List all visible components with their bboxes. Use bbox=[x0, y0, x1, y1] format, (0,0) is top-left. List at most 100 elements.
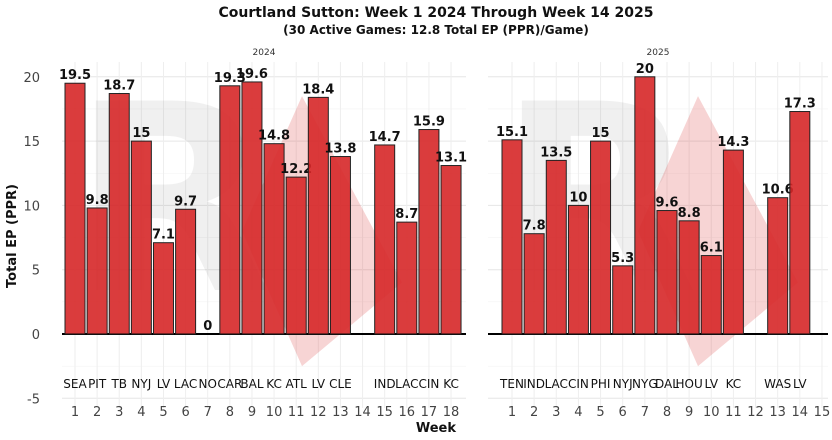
x-tick-label: 3 bbox=[115, 405, 123, 420]
opponent-label: TB bbox=[110, 377, 127, 391]
y-tick-label: -5 bbox=[27, 392, 40, 407]
bar-value-label: 15 bbox=[132, 126, 150, 141]
x-tick-label: 17 bbox=[421, 405, 438, 420]
y-tick-label: 5 bbox=[32, 264, 40, 279]
x-axis-label: Week bbox=[416, 421, 457, 436]
bar bbox=[175, 208, 197, 335]
x-tick-label: 1 bbox=[71, 405, 79, 420]
opponent-label: CIN bbox=[568, 377, 589, 391]
opponent-label: SEA bbox=[63, 377, 87, 391]
bar bbox=[152, 242, 174, 335]
bar-value-label: 14.8 bbox=[258, 129, 290, 144]
x-tick-label: 15 bbox=[376, 405, 393, 420]
bar bbox=[612, 265, 634, 335]
bar bbox=[241, 81, 263, 335]
opponent-label: DAL bbox=[655, 377, 679, 391]
opponent-label: CLE bbox=[329, 377, 352, 391]
x-tick-label: 7 bbox=[641, 405, 649, 420]
bar-value-label: 9.8 bbox=[86, 193, 109, 208]
x-tick-label: 9 bbox=[685, 405, 693, 420]
x-tick-label: 18 bbox=[443, 405, 460, 420]
y-tick-label: 15 bbox=[23, 135, 40, 150]
x-tick-label: 13 bbox=[769, 405, 786, 420]
bar bbox=[523, 233, 545, 335]
bar-value-label: 14.3 bbox=[717, 135, 749, 150]
x-tick-label: 7 bbox=[204, 405, 212, 420]
bar-value-label: 15.9 bbox=[413, 115, 445, 130]
opponent-label: KC bbox=[266, 377, 282, 391]
x-tick-label: 10 bbox=[703, 405, 720, 420]
opponent-label: LAC bbox=[174, 377, 197, 391]
y-tick-label: 20 bbox=[23, 71, 40, 86]
opponent-label: NYG bbox=[632, 377, 658, 391]
bar bbox=[722, 149, 744, 335]
x-tick-label: 2 bbox=[93, 405, 101, 420]
bar-value-label: 13.1 bbox=[435, 151, 467, 166]
x-tick-label: 14 bbox=[354, 405, 371, 420]
x-tick-label: 12 bbox=[747, 405, 764, 420]
bar-value-label: 19.6 bbox=[236, 67, 268, 82]
x-tick-label: 16 bbox=[399, 405, 416, 420]
bar bbox=[545, 159, 567, 335]
opponent-label: LAC bbox=[395, 377, 418, 391]
bar bbox=[396, 221, 418, 335]
x-tick-label: 9 bbox=[248, 405, 256, 420]
bar bbox=[440, 165, 462, 335]
x-tick-label: 4 bbox=[574, 405, 582, 420]
bar-value-label: 9.6 bbox=[655, 196, 678, 211]
bar-value-label: 8.7 bbox=[395, 207, 418, 222]
bar bbox=[130, 140, 152, 335]
bar bbox=[263, 143, 285, 335]
bar bbox=[634, 76, 656, 335]
x-tick-label: 13 bbox=[332, 405, 349, 420]
x-tick-label: 15 bbox=[814, 405, 831, 420]
bar bbox=[656, 210, 678, 335]
bar bbox=[418, 129, 440, 335]
opponent-label: LV bbox=[157, 377, 171, 391]
bar-value-label: 17.3 bbox=[784, 97, 816, 112]
bar-value-label: 0 bbox=[203, 319, 212, 334]
opponent-label: LV bbox=[312, 377, 326, 391]
opponent-label: LV bbox=[793, 377, 807, 391]
opponent-label: PIT bbox=[88, 377, 107, 391]
opponent-label: KC bbox=[443, 377, 459, 391]
opponent-label: IND bbox=[374, 377, 396, 391]
bar-value-label: 13.8 bbox=[324, 142, 356, 157]
opponent-label: PHI bbox=[591, 377, 611, 391]
opponent-label: NO bbox=[199, 377, 217, 391]
x-tick-label: 12 bbox=[310, 405, 327, 420]
opponent-label: NYJ bbox=[131, 377, 151, 391]
bar-value-label: 5.3 bbox=[611, 251, 634, 266]
bar bbox=[285, 176, 307, 335]
x-tick-label: 14 bbox=[792, 405, 809, 420]
bar bbox=[700, 255, 722, 335]
panel-strip-label: 2024 bbox=[253, 48, 276, 58]
bar bbox=[567, 204, 589, 335]
bar-value-label: 19.5 bbox=[59, 68, 91, 83]
bar bbox=[590, 140, 612, 335]
y-axis-label: Total EP (PPR) bbox=[5, 184, 20, 288]
bar bbox=[767, 197, 789, 335]
bar-value-label: 9.7 bbox=[174, 194, 197, 209]
opponent-label: ATL bbox=[286, 377, 308, 391]
opponent-label: WAS bbox=[764, 377, 791, 391]
x-tick-label: 5 bbox=[159, 405, 167, 420]
x-tick-label: 6 bbox=[619, 405, 627, 420]
opponent-label: IND bbox=[523, 377, 545, 391]
bar-value-label: 12.2 bbox=[280, 162, 312, 177]
opponent-label: TEN bbox=[499, 377, 524, 391]
watermark-shape bbox=[638, 96, 798, 367]
bar-value-label: 10 bbox=[569, 190, 587, 205]
x-tick-label: 11 bbox=[288, 405, 305, 420]
bar-value-label: 7.1 bbox=[152, 228, 175, 243]
bar bbox=[789, 111, 811, 335]
x-tick-label: 11 bbox=[725, 405, 742, 420]
bar bbox=[86, 207, 108, 335]
opponent-label: LV bbox=[704, 377, 718, 391]
opponent-label: KC bbox=[726, 377, 742, 391]
chart-title: Courtland Sutton: Week 1 2024 Through We… bbox=[219, 5, 654, 21]
x-tick-label: 1 bbox=[508, 405, 516, 420]
x-tick-label: 5 bbox=[596, 405, 604, 420]
bar bbox=[108, 93, 130, 335]
